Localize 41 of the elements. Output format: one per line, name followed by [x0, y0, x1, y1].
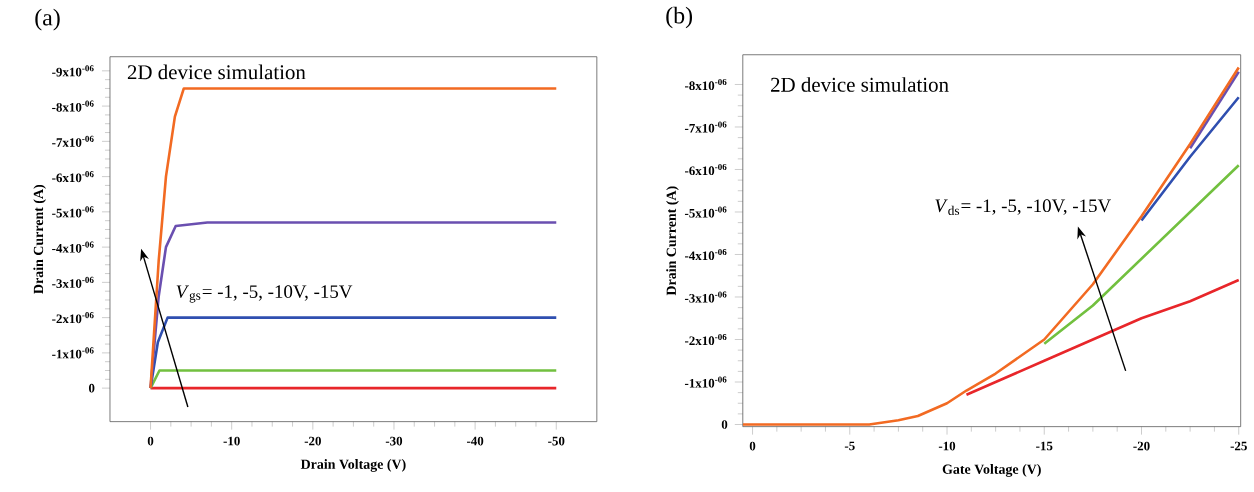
y-tick-label: -6x10$^{-06}$ [52, 171, 94, 183]
x-tick-label: -20 [1133, 441, 1150, 451]
x-tick-label: -5 [844, 441, 855, 451]
y-tick-label: -4x10$^{-06}$ [52, 241, 94, 253]
x-tick-label: 0 [749, 441, 756, 451]
annotation: 2D device simulation [127, 64, 306, 80]
y-tick-label: -5x10$^{-06}$ [684, 206, 727, 218]
x-axis-title: Drain Voltage (V) [300, 459, 406, 473]
y-tick-label: -7x10$^{-06}$ [52, 135, 94, 148]
chart-title: (a) [35, 8, 60, 31]
y-tick-label: -2x10$^{-06}$ [684, 334, 727, 346]
y-tick-label: -5x10$^{-06}$ [52, 206, 94, 218]
x-tick-label: -20 [304, 436, 321, 446]
y-tick-label: 0 [88, 383, 95, 393]
annotation: 2D device simulation [771, 77, 949, 93]
y-tick-label: 0 [721, 420, 728, 430]
y-tick-label: -1x10$^{-06}$ [684, 376, 727, 388]
x-tick-label: -30 [385, 436, 403, 446]
y-axis-title: Drain Current (A) [666, 186, 679, 296]
annotation: V$_{gs}$= -1, -5, -10V, -15V [176, 285, 353, 303]
y-tick-label: -8x10$^{-06}$ [52, 100, 94, 112]
y-tick-label: -3x10$^{-06}$ [684, 291, 727, 303]
x-tick-label: -50 [548, 436, 565, 446]
x-axis-title: Gate Voltage (V) [942, 464, 1041, 478]
x-tick-label: -40 [466, 436, 484, 446]
y-tick-label: -2x10$^{-06}$ [52, 312, 94, 324]
y-tick-label: -1x10$^{-06}$ [52, 347, 94, 359]
y-tick-label: -7x10$^{-06}$ [684, 121, 727, 133]
y-tick-label: -9x10$^{-06}$ [52, 65, 94, 77]
y-axis-title: Drain Current (A) [33, 185, 46, 294]
x-tick-label: -10 [938, 441, 956, 451]
x-tick-label: -15 [1036, 441, 1053, 451]
y-tick-label: -4x10$^{-06}$ [684, 249, 727, 261]
annotation: V$_{ds}$= -1, -5, -10V, -15V [935, 199, 1112, 216]
y-tick-label: -8x10$^{-06}$ [684, 79, 727, 91]
x-tick-label: -10 [223, 436, 240, 446]
y-tick-label: -3x10$^{-06}$ [52, 276, 94, 289]
x-tick-label: 0 [147, 436, 154, 446]
chart-title: (b) [666, 6, 693, 29]
x-tick-label: -25 [1230, 441, 1247, 451]
y-tick-label: -6x10$^{-06}$ [684, 164, 727, 176]
